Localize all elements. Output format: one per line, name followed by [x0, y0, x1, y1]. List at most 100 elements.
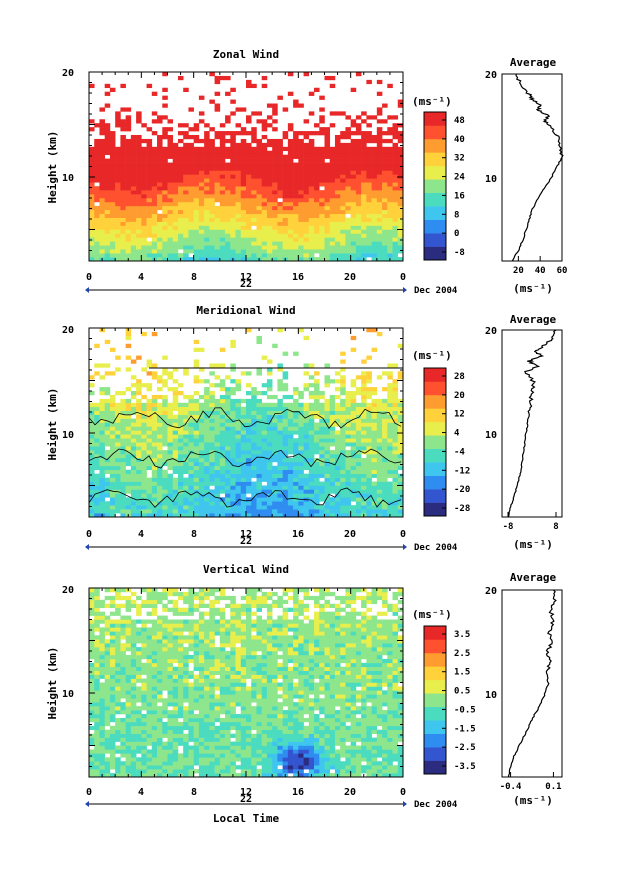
- heatmap-cell: [130, 493, 137, 498]
- heatmap-cell: [172, 178, 179, 183]
- heatmap-cell: [303, 241, 310, 246]
- heatmap-cell: [151, 398, 158, 404]
- heatmap-cell: [340, 111, 346, 116]
- heatmap-cell: [109, 430, 116, 435]
- heatmap-cell: [240, 257, 247, 261]
- heatmap-cell: [172, 379, 179, 384]
- heatmap-cell: [251, 162, 257, 167]
- heatmap-cell: [162, 198, 168, 203]
- heatmap-cell: [115, 253, 121, 258]
- heatmap-cell: [287, 138, 294, 144]
- heatmap-cell: [382, 406, 388, 411]
- heatmap-cell: [235, 505, 242, 510]
- heatmap-cell: [109, 186, 116, 191]
- heatmap-cell: [392, 485, 399, 490]
- heatmap-cell: [266, 241, 273, 246]
- heatmap-cell: [314, 229, 320, 234]
- heatmap-cell: [136, 391, 142, 396]
- heatmap-cell: [198, 438, 205, 443]
- heatmap-cell: [94, 446, 100, 451]
- heatmap-cell: [162, 131, 168, 136]
- heatmap-cell: [240, 473, 247, 478]
- heatmap-cell: [115, 438, 121, 443]
- heatmap-cell: [261, 383, 268, 388]
- heatmap-cell: [256, 217, 262, 222]
- heatmap-cell: [314, 461, 320, 467]
- heatmap-cell: [366, 135, 372, 140]
- heatmap-cell: [109, 757, 116, 762]
- heatmap-cell: [136, 710, 142, 715]
- heatmap-cell: [272, 103, 278, 108]
- heatmap-cell: [162, 710, 168, 715]
- heatmap-cell: [115, 209, 121, 215]
- heatmap-cell: [376, 131, 383, 136]
- heatmap-cell: [366, 418, 372, 423]
- heatmap-cell: [230, 414, 236, 419]
- heatmap-cell: [319, 489, 325, 494]
- heatmap-cell: [99, 473, 105, 478]
- colorbar-segment: [424, 233, 446, 247]
- heatmap-cell: [235, 418, 242, 423]
- heatmap-cell: [120, 209, 126, 215]
- heatmap-cell: [371, 178, 378, 183]
- heatmap-cell: [314, 87, 320, 92]
- heatmap-cell: [350, 146, 357, 152]
- heatmap-cell: [183, 662, 189, 668]
- heatmap-cell: [293, 205, 299, 211]
- heatmap-cell: [371, 473, 378, 478]
- heatmap-cell: [261, 119, 268, 124]
- heatmap-cell: [261, 178, 268, 183]
- heatmap-cell: [125, 422, 132, 427]
- heatmap-cell: [146, 690, 153, 695]
- heatmap-cell: [198, 245, 205, 250]
- heatmap-cell: [256, 205, 262, 211]
- heatmap-cell: [151, 737, 158, 742]
- heatmap-cell: [219, 461, 226, 467]
- heatmap-cell: [266, 205, 273, 211]
- heatmap-cell: [146, 591, 153, 597]
- heatmap-cell: [366, 205, 372, 211]
- heatmap-cell: [230, 138, 236, 144]
- heatmap-cell: [120, 485, 126, 490]
- heatmap-cell: [272, 430, 278, 435]
- heatmap-cell: [177, 150, 184, 155]
- heatmap-cell: [172, 702, 179, 707]
- heatmap-cell: [89, 402, 95, 408]
- heatmap-cell: [157, 639, 163, 644]
- heatmap-cell: [136, 729, 142, 734]
- heatmap-cell: [246, 434, 252, 439]
- heatmap-cell: [120, 229, 126, 234]
- heatmap-cell: [214, 217, 221, 222]
- heatmap-cell: [334, 454, 341, 459]
- heatmap-cell: [125, 355, 132, 360]
- heatmap-cell: [198, 497, 205, 502]
- heatmap-cell: [157, 237, 163, 242]
- heatmap-cell: [115, 654, 121, 660]
- heatmap-cell: [293, 198, 299, 203]
- heatmap-cell: [230, 454, 236, 459]
- heatmap-cell: [308, 154, 315, 159]
- heatmap-cell: [256, 213, 262, 218]
- heatmap-cell: [246, 79, 252, 85]
- heatmap-cell: [387, 414, 393, 419]
- heatmap-cell: [157, 166, 163, 171]
- heatmap-cell: [104, 225, 111, 230]
- heatmap-cell: [361, 170, 367, 175]
- heatmap-cell: [272, 186, 278, 191]
- heatmap-cell: [266, 138, 273, 144]
- heatmap-cell: [230, 391, 236, 396]
- heatmap-cell: [246, 217, 252, 222]
- heatmap-cell: [355, 473, 362, 478]
- heatmap-cell: [136, 446, 142, 451]
- heatmap-cell: [240, 454, 247, 459]
- heatmap-cell: [130, 509, 137, 514]
- heatmap-cell: [209, 509, 215, 514]
- heatmap-cell: [209, 217, 215, 222]
- heatmap-cell: [167, 194, 174, 199]
- heatmap-cell: [235, 402, 242, 408]
- heatmap-cell: [141, 245, 147, 250]
- heatmap-cell: [334, 229, 341, 234]
- heatmap-cell: [277, 485, 283, 490]
- heatmap-cell: [319, 107, 325, 112]
- heatmap-cell: [193, 170, 200, 175]
